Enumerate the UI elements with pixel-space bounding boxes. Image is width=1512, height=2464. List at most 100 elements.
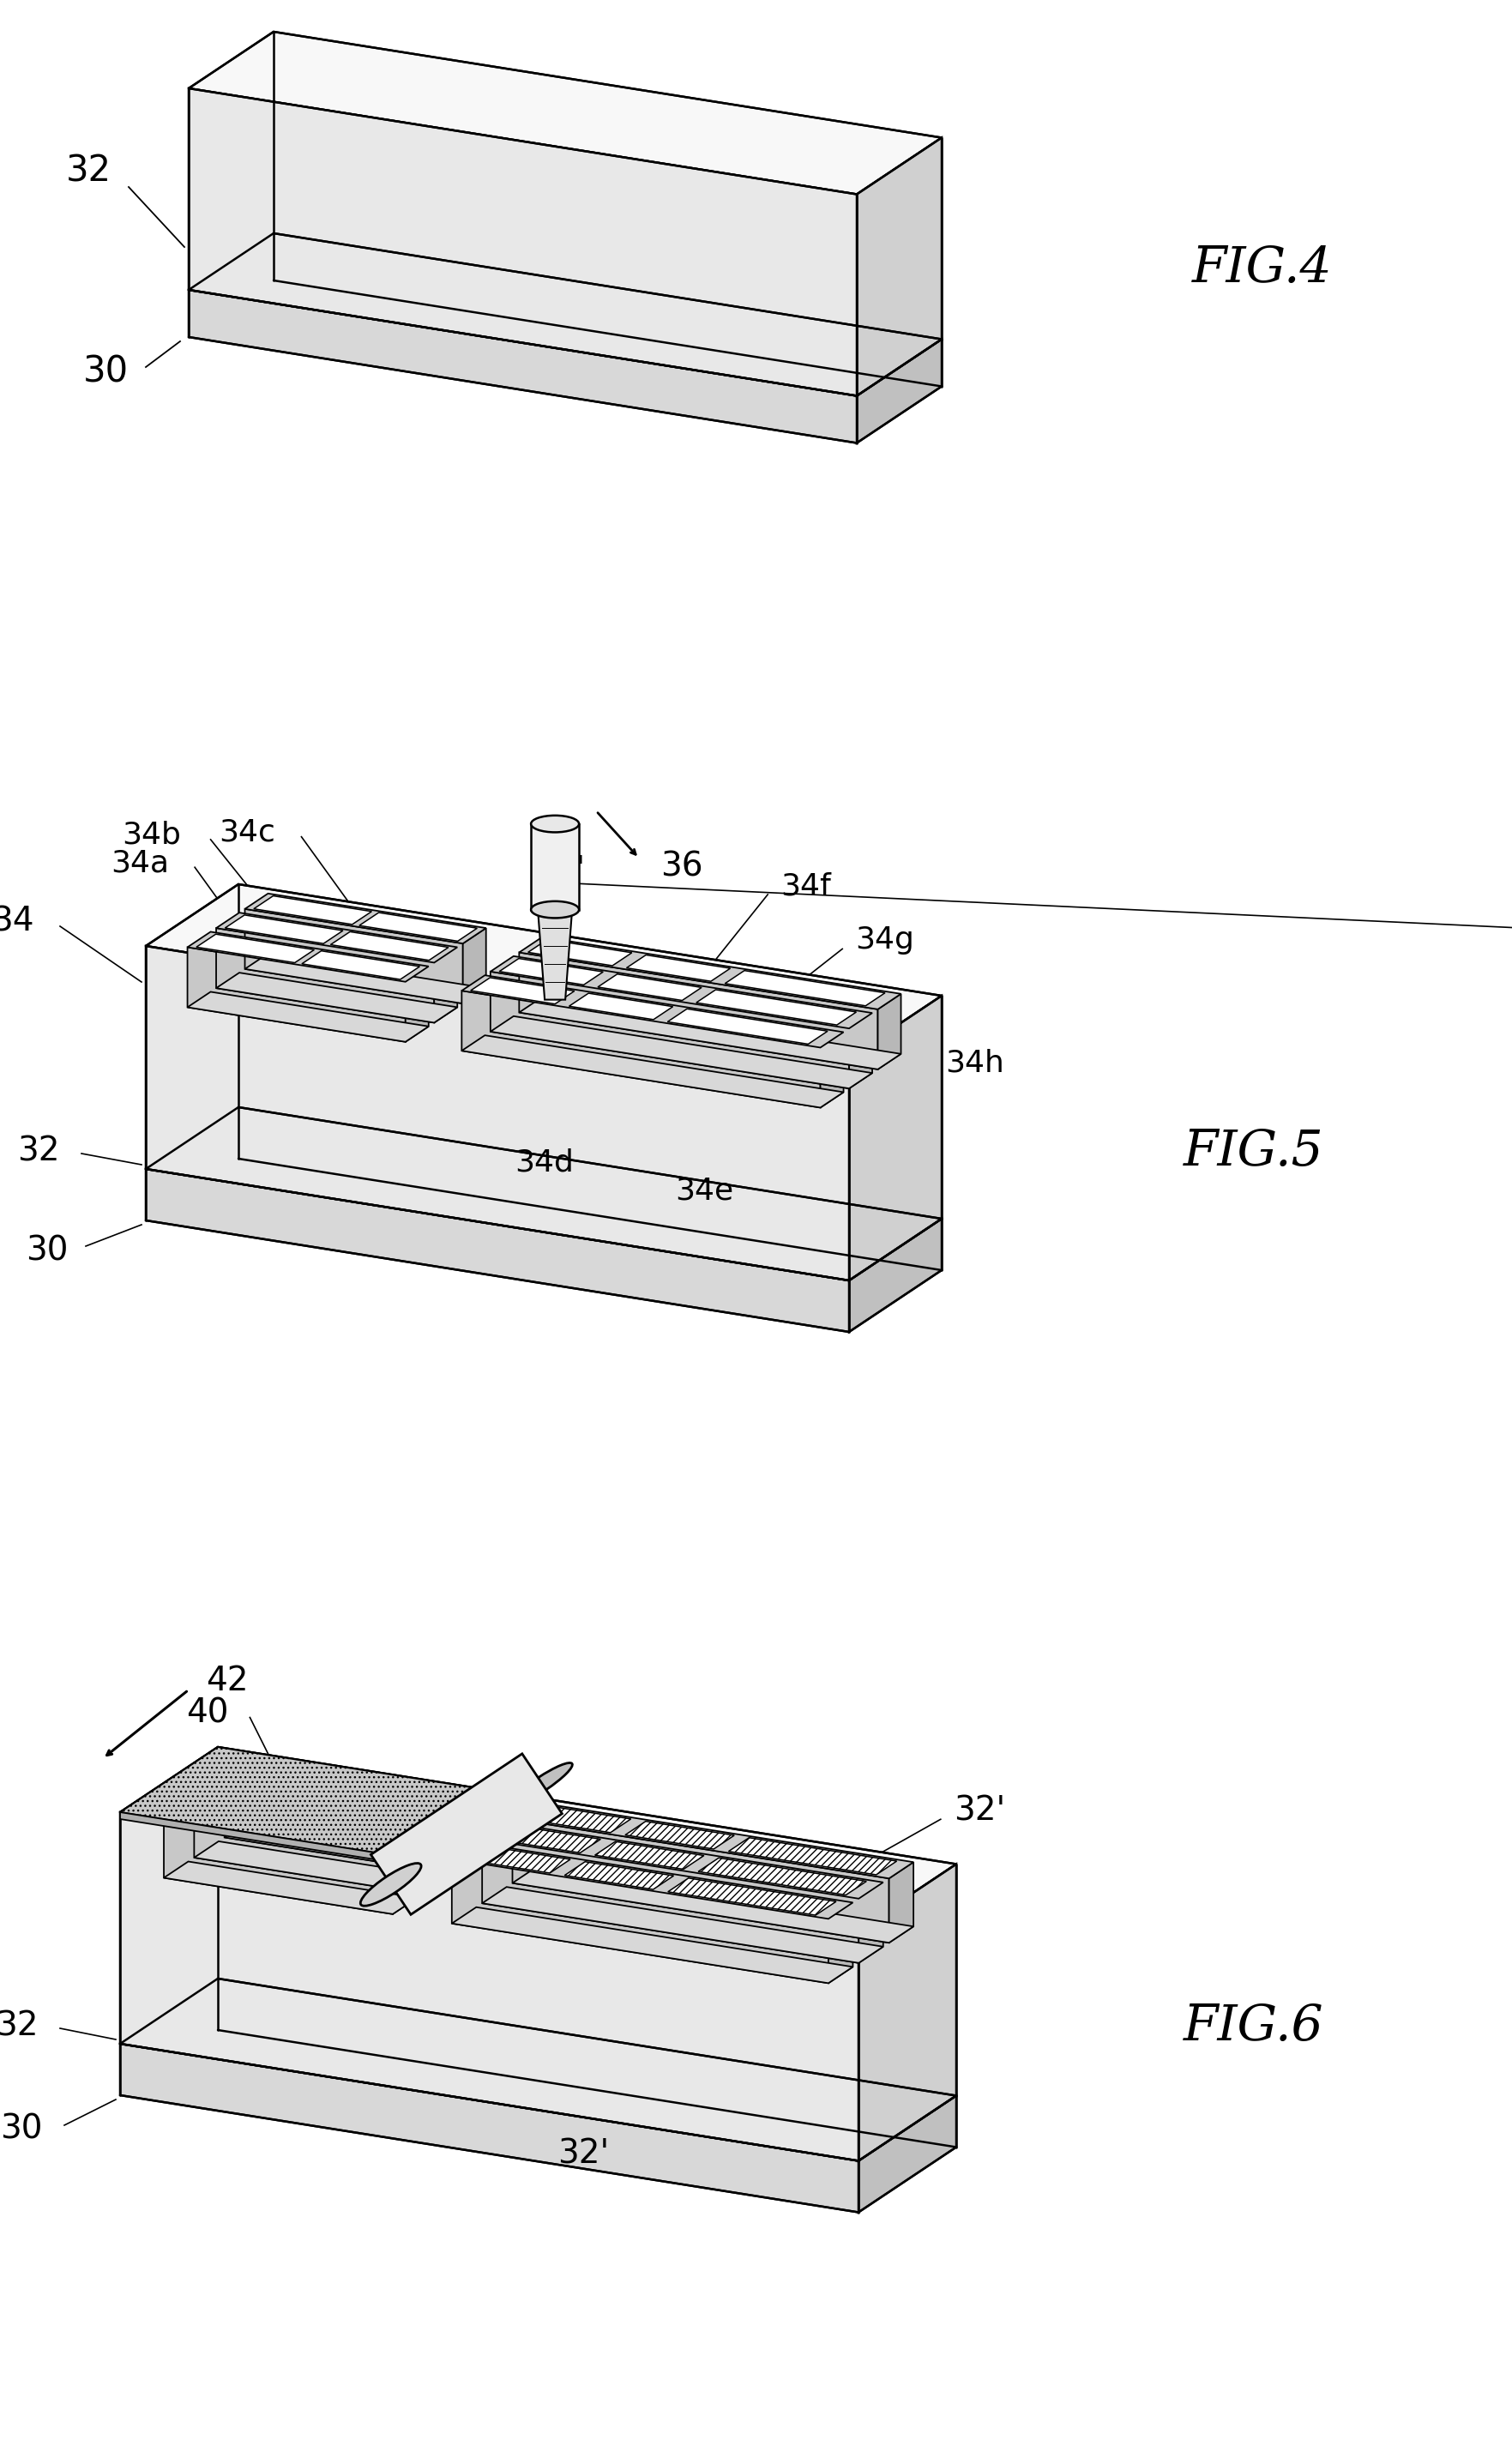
Polygon shape	[119, 1747, 520, 1860]
Polygon shape	[187, 931, 428, 981]
Polygon shape	[314, 1796, 438, 1828]
Text: 32': 32'	[954, 1794, 1005, 1826]
Polygon shape	[145, 1168, 850, 1333]
Polygon shape	[163, 1814, 393, 1915]
Polygon shape	[513, 1868, 913, 1942]
Polygon shape	[850, 1220, 942, 1333]
Text: 36: 36	[661, 850, 703, 882]
Text: 34f: 34f	[780, 872, 832, 899]
Text: 30: 30	[83, 352, 129, 389]
Polygon shape	[519, 998, 901, 1069]
Text: 32: 32	[0, 2011, 39, 2043]
Polygon shape	[370, 1754, 562, 1915]
Polygon shape	[564, 1863, 674, 1890]
Polygon shape	[452, 1860, 829, 1984]
Polygon shape	[461, 976, 844, 1047]
Text: 34e: 34e	[676, 1175, 733, 1205]
Text: 32': 32'	[558, 2136, 609, 2171]
Text: 32: 32	[67, 153, 112, 190]
Polygon shape	[513, 1804, 913, 1878]
Polygon shape	[461, 991, 821, 1109]
Text: 34h: 34h	[945, 1050, 1004, 1079]
Text: 34c: 34c	[219, 818, 275, 848]
Polygon shape	[331, 931, 449, 961]
Polygon shape	[729, 1838, 897, 1875]
Polygon shape	[522, 1806, 631, 1833]
Polygon shape	[724, 971, 885, 1005]
Polygon shape	[452, 1907, 853, 1984]
Polygon shape	[224, 1821, 478, 1873]
Polygon shape	[163, 1796, 417, 1850]
Polygon shape	[194, 1841, 448, 1895]
Polygon shape	[538, 909, 572, 1000]
Polygon shape	[119, 1811, 859, 2161]
Polygon shape	[624, 1821, 735, 1848]
Polygon shape	[626, 956, 730, 981]
Text: 30: 30	[26, 1234, 68, 1266]
Polygon shape	[531, 823, 579, 909]
Polygon shape	[850, 995, 942, 1281]
Polygon shape	[452, 1843, 853, 1919]
Polygon shape	[470, 978, 575, 1003]
Polygon shape	[189, 89, 857, 397]
Polygon shape	[513, 1818, 889, 1942]
Polygon shape	[145, 1106, 942, 1281]
Polygon shape	[594, 1841, 705, 1870]
Polygon shape	[461, 1846, 570, 1873]
Polygon shape	[491, 1826, 600, 1853]
Ellipse shape	[513, 1762, 573, 1804]
Polygon shape	[490, 956, 872, 1027]
Polygon shape	[423, 1814, 448, 1895]
Polygon shape	[405, 966, 428, 1042]
Polygon shape	[490, 971, 850, 1089]
Polygon shape	[204, 1779, 328, 1809]
Polygon shape	[119, 2043, 859, 2213]
Polygon shape	[499, 958, 603, 986]
Polygon shape	[194, 1794, 423, 1895]
Text: FIG.4: FIG.4	[1191, 244, 1332, 293]
Polygon shape	[234, 1759, 358, 1789]
Polygon shape	[224, 1774, 454, 1873]
Polygon shape	[345, 1777, 469, 1806]
Polygon shape	[187, 946, 405, 1042]
Polygon shape	[821, 1032, 844, 1109]
Polygon shape	[189, 291, 857, 444]
Polygon shape	[699, 1858, 866, 1895]
Polygon shape	[174, 1799, 296, 1831]
Polygon shape	[857, 138, 942, 397]
Polygon shape	[454, 1794, 478, 1873]
Polygon shape	[187, 993, 428, 1042]
Polygon shape	[667, 1008, 827, 1045]
Text: 40: 40	[186, 1698, 228, 1730]
Polygon shape	[528, 939, 632, 966]
Polygon shape	[569, 993, 673, 1020]
Polygon shape	[696, 991, 856, 1025]
Text: 34a: 34a	[110, 848, 169, 877]
Polygon shape	[145, 946, 850, 1281]
Polygon shape	[216, 973, 457, 1023]
Ellipse shape	[531, 816, 579, 833]
Ellipse shape	[360, 1863, 422, 1905]
Polygon shape	[245, 894, 485, 944]
Text: 34d: 34d	[514, 1148, 573, 1178]
Text: 32': 32'	[537, 855, 585, 882]
Polygon shape	[302, 951, 420, 981]
Polygon shape	[859, 1882, 883, 1964]
Polygon shape	[519, 954, 878, 1069]
Polygon shape	[859, 2097, 956, 2213]
Polygon shape	[482, 1838, 859, 1964]
Polygon shape	[197, 934, 314, 963]
Polygon shape	[145, 885, 942, 1057]
Text: 42: 42	[206, 1666, 248, 1698]
Polygon shape	[461, 1035, 844, 1109]
Polygon shape	[434, 946, 457, 1023]
Polygon shape	[194, 1777, 448, 1831]
Text: 30: 30	[0, 2114, 42, 2146]
Polygon shape	[163, 1860, 417, 1915]
Text: 32: 32	[18, 1136, 60, 1168]
Polygon shape	[284, 1818, 408, 1848]
Polygon shape	[189, 32, 942, 195]
Text: 34b: 34b	[121, 821, 180, 850]
Polygon shape	[216, 912, 457, 963]
Polygon shape	[245, 909, 463, 1003]
